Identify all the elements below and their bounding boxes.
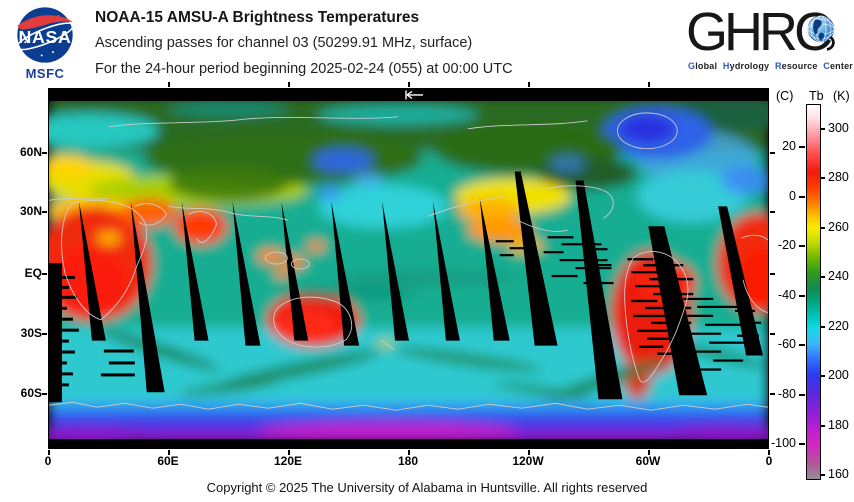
lat-tick bbox=[770, 273, 775, 275]
lat-tick bbox=[42, 152, 47, 154]
lon-tick bbox=[168, 82, 170, 87]
ghrc-letter-c-wrap: C bbox=[794, 3, 840, 61]
ghrc-logo: GHR C bbox=[686, 2, 854, 80]
kelvin-label: 260 bbox=[828, 220, 849, 234]
kelvin-tick bbox=[820, 276, 825, 278]
celsius-tick bbox=[799, 394, 805, 396]
lon-label-60w: 60W bbox=[635, 454, 661, 468]
lat-tick bbox=[42, 211, 47, 213]
nasa-logo: NASA bbox=[15, 7, 75, 63]
temperature-field bbox=[49, 100, 768, 440]
brightness-temperature-map bbox=[48, 88, 769, 449]
lon-label-120w: 120W bbox=[512, 454, 544, 468]
lat-tick bbox=[770, 152, 775, 154]
map-canvas bbox=[49, 89, 768, 448]
tagline-rest: ydrology bbox=[729, 61, 770, 71]
colorbar-unit-kelvin: (K) bbox=[833, 89, 850, 103]
lat-tick bbox=[770, 393, 775, 395]
lat-tick bbox=[770, 211, 775, 213]
page-title: NOAA-15 AMSU-A Brightness Temperatures bbox=[95, 9, 420, 26]
lon-label-120e: 120E bbox=[273, 454, 303, 468]
tagline-rest: esource bbox=[781, 61, 818, 71]
lat-label-30s: 30S bbox=[20, 326, 42, 340]
celsius-label: -60 bbox=[777, 337, 796, 351]
map-bottom-bar bbox=[49, 439, 768, 448]
tagline-initial: H bbox=[722, 61, 730, 71]
lon-tick bbox=[408, 82, 410, 87]
lon-label-60e: 60E bbox=[157, 454, 179, 468]
colorbar-unit-tb: Tb bbox=[809, 89, 824, 103]
lat-tick bbox=[42, 273, 47, 275]
tagline-rest: lobal bbox=[695, 61, 718, 71]
kelvin-label: 180 bbox=[828, 418, 849, 432]
globe-icon bbox=[806, 14, 838, 52]
subtitle-period: For the 24-hour period beginning 2025-02… bbox=[95, 61, 513, 77]
kelvin-label: 280 bbox=[828, 170, 849, 184]
nasa-orbit-ellipse bbox=[15, 22, 75, 51]
celsius-label: -80 bbox=[777, 387, 796, 401]
tagline-initial: C bbox=[823, 61, 830, 71]
swath-start-arrow-icon bbox=[405, 90, 423, 100]
celsius-label: -100 bbox=[770, 436, 796, 450]
lon-tick bbox=[528, 450, 530, 455]
kelvin-tick bbox=[820, 474, 825, 476]
lon-label-180: 180 bbox=[397, 454, 419, 468]
lat-label-60s: 60S bbox=[20, 386, 42, 400]
celsius-tick bbox=[799, 295, 805, 297]
coastlines bbox=[49, 112, 768, 411]
tagline-rest: enter bbox=[829, 61, 853, 71]
lat-tick bbox=[42, 393, 47, 395]
msfc-label: MSFC bbox=[25, 66, 65, 81]
lon-tick bbox=[48, 450, 50, 455]
kelvin-label: 300 bbox=[828, 121, 849, 135]
lon-tick bbox=[288, 450, 290, 455]
celsius-label: 20 bbox=[782, 139, 796, 153]
celsius-label: 0 bbox=[789, 189, 796, 203]
celsius-tick bbox=[799, 245, 805, 247]
lat-label-60n: 60N bbox=[19, 145, 42, 159]
lon-tick bbox=[528, 82, 530, 87]
kelvin-tick bbox=[820, 177, 825, 179]
celsius-label: -40 bbox=[777, 288, 796, 302]
kelvin-label: 220 bbox=[828, 319, 849, 333]
lon-label-0a: 0 bbox=[44, 454, 52, 468]
scan-line-dropouts bbox=[49, 236, 762, 387]
colorbar bbox=[806, 104, 821, 480]
nasa-wordmark: NASA bbox=[18, 27, 71, 47]
lat-tick bbox=[770, 333, 775, 335]
celsius-tick bbox=[799, 146, 805, 148]
nasa-red-swoosh bbox=[17, 15, 73, 30]
kelvin-label: 160 bbox=[828, 467, 849, 481]
subtitle-channel: Ascending passes for channel 03 (50299.9… bbox=[95, 35, 473, 51]
kelvin-tick bbox=[820, 375, 825, 377]
celsius-label: -20 bbox=[777, 238, 796, 252]
lon-tick bbox=[768, 450, 770, 455]
lat-label-eq: EQ bbox=[24, 266, 42, 280]
ghrc-letters: GHR bbox=[686, 2, 798, 62]
tagline-initial: R bbox=[774, 61, 782, 71]
kelvin-tick bbox=[820, 227, 825, 229]
celsius-tick bbox=[799, 443, 805, 445]
lon-tick bbox=[288, 82, 290, 87]
kelvin-tick bbox=[820, 128, 825, 130]
celsius-tick bbox=[799, 344, 805, 346]
celsius-tick bbox=[799, 196, 805, 198]
lon-tick bbox=[168, 450, 170, 455]
lat-tick bbox=[42, 333, 47, 335]
lon-tick bbox=[648, 82, 650, 87]
kelvin-label: 200 bbox=[828, 368, 849, 382]
ghrc-wordmark: GHR C bbox=[686, 2, 840, 62]
kelvin-tick bbox=[820, 326, 825, 328]
kelvin-label: 240 bbox=[828, 269, 849, 283]
lon-label-0b: 0 bbox=[765, 454, 773, 468]
lat-label-30n: 30N bbox=[19, 204, 42, 218]
copyright-text: Copyright © 2025 The University of Alaba… bbox=[206, 480, 648, 495]
colorbar-unit-celsius: (C) bbox=[776, 89, 794, 103]
ghrc-tagline: Global Hydrology Resource Center bbox=[688, 61, 854, 71]
kelvin-tick bbox=[820, 425, 825, 427]
lon-tick bbox=[408, 450, 410, 455]
lon-tick bbox=[648, 450, 650, 455]
tagline-initial: G bbox=[688, 61, 696, 71]
